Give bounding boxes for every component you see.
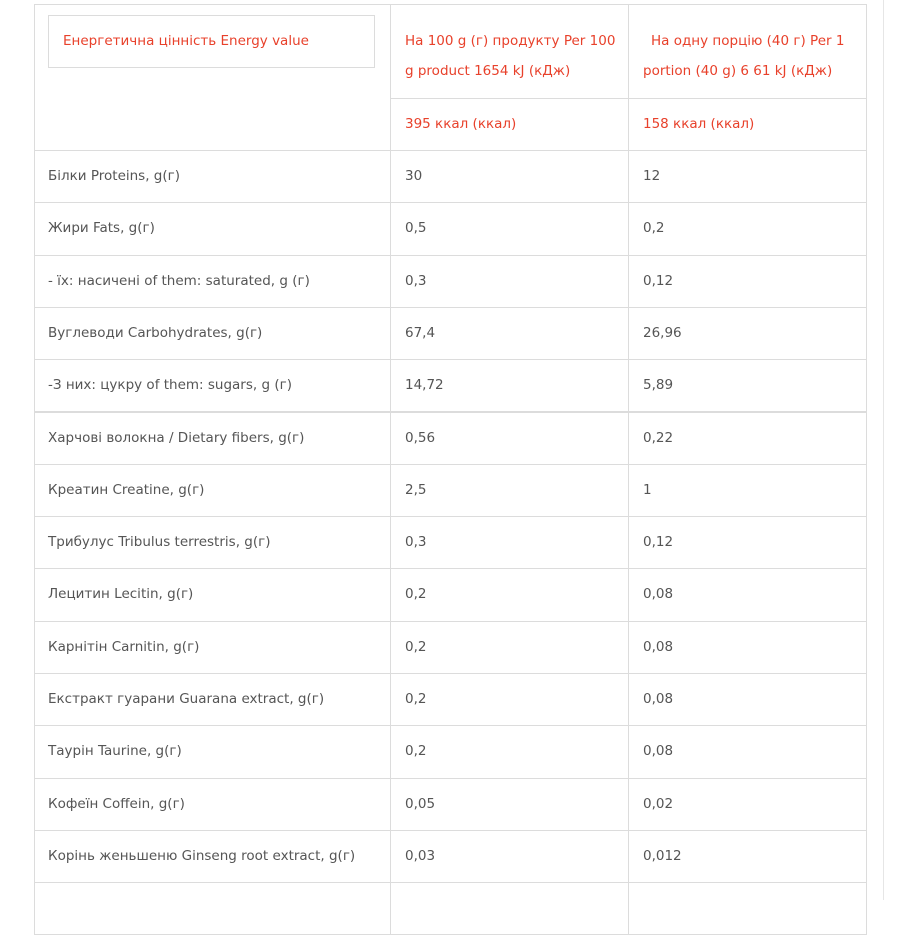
- row-value: 0,08: [643, 743, 674, 760]
- row-label: -З них: цукру of them: sugars, g (г): [48, 377, 292, 394]
- row-value: 1: [643, 481, 652, 498]
- row-value: 0,5: [405, 220, 427, 237]
- row-value: 0,12: [643, 272, 674, 289]
- table-cell: [34, 882, 391, 935]
- row-value: 0,08: [643, 586, 674, 603]
- row-value: 0,2: [405, 638, 427, 655]
- row-label: Корінь женьшеню Ginseng root extract, g(…: [48, 847, 356, 864]
- row-label: Екстракт гуарани Guarana extract, g(г): [48, 691, 325, 707]
- row-value: 0,02: [643, 795, 674, 812]
- row-value: 0,012: [643, 847, 682, 864]
- table-cell: [390, 150, 629, 204]
- row-label: - їх: насичені of them: saturated, g (г): [48, 272, 310, 289]
- page: Енергетична цінність Energy value На 100…: [34, 0, 884, 935]
- row-value: 0,3: [405, 534, 427, 551]
- row-value: 0,08: [643, 638, 674, 655]
- row-value: 0,3: [405, 272, 427, 289]
- row-label: Жири Fats, g(г): [48, 220, 155, 237]
- row-value: 2,5: [405, 481, 427, 498]
- row-value: 0,22: [643, 429, 674, 446]
- header-text: На одну порцію (40 г) Per 1 portion (40 …: [643, 33, 845, 79]
- header-text: Енергетична цінність Energy value: [63, 33, 309, 49]
- row-value: 0,2: [405, 691, 427, 707]
- table-cell: [628, 150, 867, 204]
- row-label: Харчові волокна / Dietary fibers, g(г): [48, 429, 305, 446]
- row-value: 0,08: [643, 691, 674, 707]
- row-value: 0,05: [405, 795, 436, 812]
- row-value: 12: [643, 168, 661, 184]
- row-value: 30: [405, 168, 423, 184]
- header-text: На 100 g (г) продукту Per 100 g product …: [405, 33, 616, 79]
- row-value: 5,89: [643, 377, 674, 394]
- header-text: 395 ккал (ккал): [405, 116, 517, 132]
- row-label: Вуглеводи Carbohydrates, g(г): [48, 324, 263, 341]
- row-value: 0,03: [405, 847, 436, 864]
- header-box: [48, 15, 375, 68]
- table-cell: [390, 882, 629, 935]
- row-value: 0,2: [405, 743, 427, 760]
- row-label: Таурін Taurine, g(г): [48, 743, 182, 760]
- table-cell: [628, 463, 867, 518]
- row-label: Карнітін Carnitin, g(г): [48, 638, 200, 655]
- row-value: 0,12: [643, 534, 674, 551]
- row-label: Кофеїн Coffein, g(г): [48, 795, 185, 812]
- row-label: Креатин Creatine, g(г): [48, 481, 205, 498]
- row-label: Білки Proteins, g(г): [48, 168, 180, 184]
- row-value: 14,72: [405, 377, 444, 394]
- page-edge: [883, 0, 884, 900]
- row-value: 0,2: [643, 220, 665, 237]
- row-label: Трибулус Tribulus terrestris, g(г): [48, 534, 271, 551]
- row-value: 67,4: [405, 324, 436, 341]
- table-cell: [628, 882, 867, 935]
- row-value: 0,56: [405, 429, 436, 446]
- row-value: 26,96: [643, 324, 682, 341]
- row-value: 0,2: [405, 586, 427, 603]
- nutrition-table: Енергетична цінність Energy value На 100…: [34, 0, 884, 935]
- row-label: Лецитин Lecitin, g(г): [48, 586, 194, 603]
- header-text: 158 ккал (ккал): [643, 116, 755, 132]
